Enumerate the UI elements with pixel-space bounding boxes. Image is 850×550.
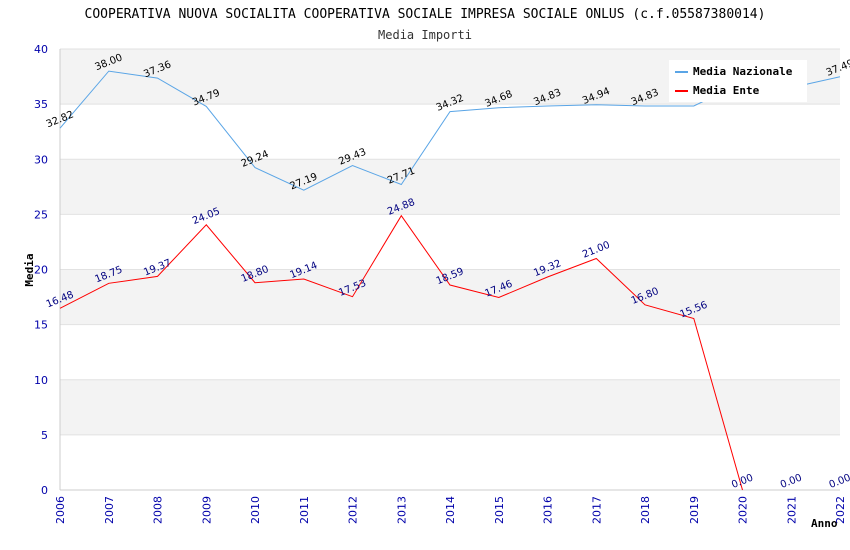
legend-label-nazionale: Media Nazionale <box>693 65 793 78</box>
chart-subtitle: Media Importi <box>378 28 472 42</box>
chart-title: COOPERATIVA NUOVA SOCIALITA COOPERATIVA … <box>85 7 766 22</box>
x-tick-label: 2008 <box>152 496 165 524</box>
x-tick-label: 2010 <box>249 496 262 524</box>
x-tick-label: 2011 <box>298 496 311 524</box>
x-tick-label: 2017 <box>590 496 603 524</box>
legend-label-ente: Media Ente <box>693 84 760 97</box>
y-tick-label: 5 <box>41 429 48 442</box>
data-label: 0.00 <box>828 472 850 491</box>
x-tick-label: 2016 <box>542 496 555 524</box>
y-tick-label: 20 <box>34 264 48 277</box>
x-tick-label: 2019 <box>688 496 701 524</box>
x-tick-label: 2022 <box>834 496 847 524</box>
data-label: 21.00 <box>581 240 612 261</box>
y-tick-label: 0 <box>41 484 48 497</box>
data-label: 0.00 <box>779 472 804 491</box>
x-tick-label: 2006 <box>54 496 67 524</box>
y-tick-label: 25 <box>34 208 48 221</box>
grid-band <box>60 159 840 215</box>
y-tick-label: 40 <box>34 43 48 56</box>
series-line-media-ente <box>59 214 743 491</box>
data-label: 0.00 <box>730 472 755 491</box>
y-tick-labels: 0 5 10 15 20 25 30 35 40 <box>34 43 48 497</box>
y-tick-label: 15 <box>34 319 48 332</box>
x-tick-label: 2018 <box>639 496 652 524</box>
x-tick-label: 2007 <box>103 496 116 524</box>
x-axis-label: Anno <box>811 517 838 530</box>
y-tick-label: 35 <box>34 98 48 111</box>
x-tick-label: 2012 <box>347 496 360 524</box>
legend-box <box>669 60 807 102</box>
y-tick-label: 10 <box>34 374 48 387</box>
x-tick-label: 2014 <box>444 496 457 524</box>
x-tick-label: 2009 <box>200 496 213 524</box>
x-tick-label: 2021 <box>785 496 798 524</box>
x-tick-label: 2015 <box>493 496 506 524</box>
y-axis-label: Media <box>23 253 36 286</box>
legend: Media Nazionale Media Ente <box>669 60 807 102</box>
x-tick-label: 2020 <box>737 496 750 524</box>
gridlines <box>60 48 840 436</box>
x-tick-label: 2013 <box>395 496 408 524</box>
grid-bands <box>60 49 840 435</box>
grid-band <box>60 269 840 325</box>
y-tick-label: 30 <box>34 153 48 166</box>
x-tick-labels: 2006 2007 2008 2009 2010 2011 2012 2013 2014 2015… <box>54 496 847 524</box>
grid-band <box>60 379 840 435</box>
